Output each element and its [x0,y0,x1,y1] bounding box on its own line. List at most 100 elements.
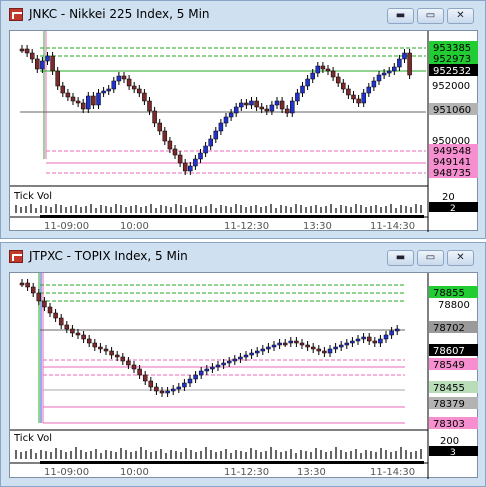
price-tag: 953385 [433,43,471,54]
price-tag: 949548 [433,146,471,157]
candle-body [356,98,361,104]
candle-body [327,348,333,354]
candle-body [147,100,152,112]
candle-body [239,102,244,108]
tick-vol-label: Tick Vol [13,191,52,202]
candle-body [249,352,254,356]
price-tag-bg [429,144,478,156]
window-title: JNKC - Nikkei 225 Index, 5 Min [29,7,210,21]
candles [19,45,412,175]
candle-body [381,72,387,76]
candle-body [218,122,224,132]
candle-body [295,92,300,102]
candle-body [305,344,310,348]
price-tags: 78855 78702 78607 78549 78455 78379 78303 [429,286,478,430]
window-titlebar[interactable]: JTPXC - TOPIX Index, 5 Min ▬ ▭ ✕ [1,243,485,271]
candle-body [42,300,47,308]
candle-body [35,58,40,70]
vol-scale-label: 20 [442,192,455,203]
candle-body [350,340,355,344]
chart-app-icon [9,250,23,263]
price-tag: 78455 [433,383,465,394]
maximize-button[interactable]: ▭ [417,8,444,24]
candle-body [182,382,187,388]
candle-body [152,110,157,124]
time-label: 10:00 [120,221,149,232]
maximize-button[interactable]: ▭ [417,250,444,266]
chart-area[interactable]: 78800 78855 78702 78607 78549 78455 78379 7830… [9,272,479,479]
candle-body [106,88,111,92]
candle-body [154,386,159,392]
window-titlebar[interactable]: JNKC - Nikkei 225 Index, 5 Min ▬ ▭ ✕ [1,1,485,29]
candle-body [228,112,234,118]
candle-body [325,68,331,72]
minimize-button[interactable]: ▬ [387,8,414,24]
candle-body [131,85,137,90]
scale-label: 950000 [432,136,470,147]
candle-body [177,154,183,164]
price-tag-bg [429,358,478,370]
time-axis-bar [40,215,424,218]
candle-body [310,346,316,350]
candle-body [249,100,254,106]
candle-body [300,85,305,94]
candle-body [294,340,299,344]
candle-body [172,148,178,156]
candle-body [75,100,81,104]
candle-body [137,88,142,94]
volume-bars [15,447,422,459]
price-tag-bg [429,64,478,76]
time-axis: 11-09:00 10:00 11-12:30 13:30 11-14:30 [44,221,415,232]
candle-body [111,80,117,90]
window-title: JTPXC - TOPIX Index, 5 Min [29,249,188,263]
candle-body [402,52,407,60]
candle-body [407,52,412,76]
candle-body [60,85,66,94]
candle-body [279,100,285,110]
candle-body [198,370,204,376]
candle-body [305,78,310,87]
candle-body [70,328,75,334]
candle-body [269,104,275,112]
candle-body [310,72,315,80]
candle-body [86,95,91,110]
candle-body [394,328,400,332]
close-button[interactable]: ✕ [447,250,474,266]
candle-body [333,346,338,350]
candle-body [170,388,176,392]
tick-vol-label: Tick Vol [13,433,52,444]
candle-body [187,378,193,384]
vol-tag-bg [429,446,478,456]
price-tag: 951060 [433,105,471,116]
price-tag: 78702 [433,323,465,334]
candle-body [70,96,76,102]
price-tag: 78607 [433,346,465,357]
chart-area[interactable]: 952000 950000 953385 952973 952532 951060 94… [9,30,479,232]
candle-body [341,82,346,90]
close-button[interactable]: ✕ [447,8,474,24]
candle-body [19,48,25,52]
candle-body [361,336,366,340]
vol-tag: 3 [450,448,456,458]
candle-body [98,346,103,350]
price-pane [10,273,429,479]
candle-body [215,364,221,368]
price-pane [10,31,429,232]
candle-body [371,80,377,88]
candle-body [290,100,295,114]
candle-body [208,138,213,147]
candle-body [81,334,86,340]
candle-body [55,70,60,87]
candle-body [260,348,266,352]
candle-body [47,306,53,314]
candle-body [264,108,270,112]
price-tag-bg [429,155,478,167]
candle-body [159,390,165,394]
candle-body [96,92,101,106]
candle-body [92,342,98,348]
time-label: 11-09:00 [44,467,89,478]
topix-chart-svg[interactable]: 78800 78855 78702 78607 78549 78455 78379 7830… [10,273,479,479]
minimize-button[interactable]: ▬ [387,250,414,266]
candle-body [188,165,193,172]
